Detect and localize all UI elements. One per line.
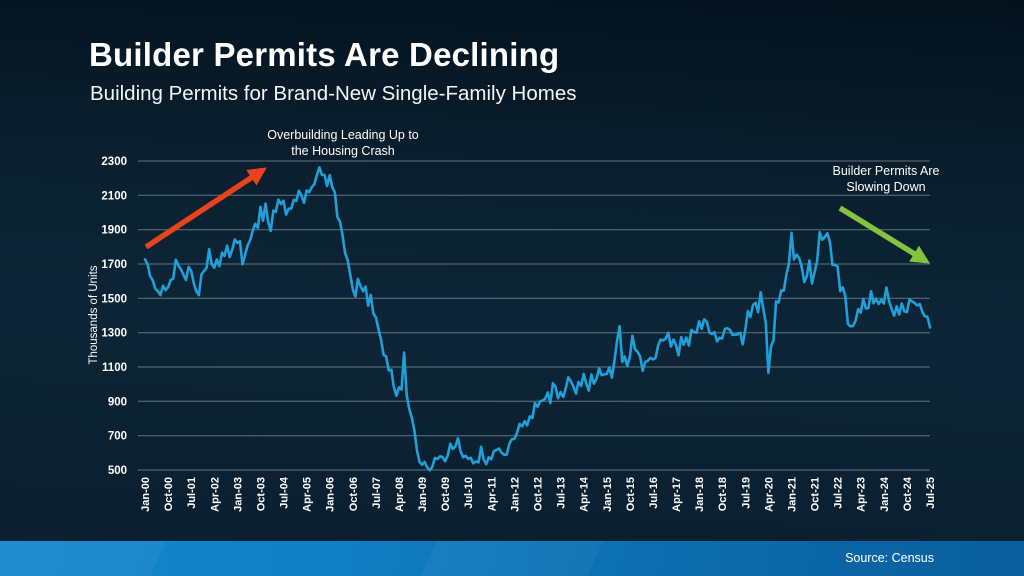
y-tick-label: 1500 bbox=[101, 293, 127, 305]
x-tick-label: Apr-11 bbox=[486, 477, 498, 511]
y-tick-label: 1900 bbox=[101, 225, 127, 237]
x-tick-label: Jan-06 bbox=[325, 477, 337, 512]
x-tick-label: Jul-13 bbox=[556, 477, 568, 509]
x-tick-label: Jul-25 bbox=[925, 477, 937, 509]
y-tick-label: 700 bbox=[108, 431, 127, 443]
x-tick-label: Apr-17 bbox=[671, 477, 683, 512]
y-axis-tick-labels: 2300 2100 1900 1700 1500 1300 1100 900 700 500 bbox=[101, 156, 127, 477]
x-tick-label: Jul-07 bbox=[371, 477, 383, 509]
footer-bar: Source: Census bbox=[0, 541, 1024, 576]
x-tick-label: Jan-21 bbox=[787, 477, 799, 512]
x-tick-label: Jul-19 bbox=[740, 477, 752, 509]
x-tick-label: Jul-16 bbox=[648, 477, 660, 509]
annotation-slowing-down: Builder Permits Are Slowing Down bbox=[833, 163, 940, 195]
y-tick-label: 1700 bbox=[101, 259, 127, 271]
permits-data-line bbox=[143, 166, 932, 472]
page-title: Builder Permits Are Declining bbox=[89, 36, 560, 73]
y-axis-title: Thousands of Units bbox=[88, 265, 100, 364]
y-tick-label: 2300 bbox=[101, 156, 127, 168]
gridlines bbox=[138, 160, 930, 471]
y-tick-label: 500 bbox=[108, 465, 127, 477]
x-tick-label: Oct-09 bbox=[440, 477, 452, 511]
x-tick-label: Apr-23 bbox=[856, 477, 868, 512]
x-tick-label: Apr-08 bbox=[394, 477, 406, 512]
x-tick-label: Oct-18 bbox=[717, 477, 729, 511]
slowing-down-arrow-icon bbox=[838, 205, 930, 264]
chart-subtitle: Building Permits for Brand-New Single-Fa… bbox=[90, 82, 577, 105]
source-label: Source: Census bbox=[845, 551, 934, 565]
x-tick-label: Jan-18 bbox=[694, 477, 706, 512]
x-tick-label: Jan-24 bbox=[879, 476, 891, 512]
x-axis-tick-labels: Jan-00 Oct-00 Jul-01 Apr-02 Jan-03 Oct-03 Jul-… bbox=[140, 476, 937, 512]
annotation-overbuilding-line1: Overbuilding Leading Up to bbox=[267, 128, 419, 142]
annotation-overbuilding-line2: the Housing Crash bbox=[291, 144, 395, 158]
x-tick-label: Jan-09 bbox=[417, 477, 429, 512]
annotation-overbuilding: Overbuilding Leading Up to the Housing C… bbox=[267, 127, 419, 159]
overbuilding-arrow-icon bbox=[144, 167, 267, 250]
x-tick-label: Oct-00 bbox=[163, 477, 175, 511]
y-tick-label: 1100 bbox=[102, 362, 127, 374]
x-tick-label: Oct-12 bbox=[533, 477, 545, 511]
annotation-slowing-line2: Slowing Down bbox=[846, 180, 926, 194]
y-tick-label: 900 bbox=[108, 396, 127, 408]
x-tick-label: Oct-24 bbox=[902, 476, 914, 511]
y-tick-label: 1300 bbox=[101, 328, 127, 340]
y-tick-label: 2100 bbox=[101, 190, 127, 202]
x-tick-label: Jan-03 bbox=[232, 477, 244, 512]
x-tick-label: Oct-21 bbox=[810, 477, 822, 511]
x-tick-label: Jul-01 bbox=[186, 477, 198, 509]
x-tick-label: Jul-04 bbox=[279, 476, 291, 509]
x-tick-label: Jan-00 bbox=[140, 477, 152, 512]
x-tick-label: Oct-03 bbox=[255, 477, 267, 511]
x-tick-label: Jul-10 bbox=[463, 477, 475, 509]
x-tick-label: Apr-20 bbox=[763, 477, 775, 512]
x-tick-label: Jan-15 bbox=[602, 477, 614, 512]
x-tick-label: Oct-15 bbox=[625, 477, 637, 511]
annotation-slowing-line1: Builder Permits Are bbox=[832, 164, 940, 178]
x-tick-label: Apr-02 bbox=[209, 477, 221, 512]
x-tick-label: Jan-12 bbox=[509, 477, 521, 512]
x-tick-label: Apr-14 bbox=[579, 476, 591, 512]
permits-series-line bbox=[143, 166, 932, 472]
x-tick-label: Oct-06 bbox=[348, 477, 360, 511]
x-tick-label: Apr-05 bbox=[302, 477, 314, 512]
x-tick-label: Jul-22 bbox=[833, 477, 845, 509]
